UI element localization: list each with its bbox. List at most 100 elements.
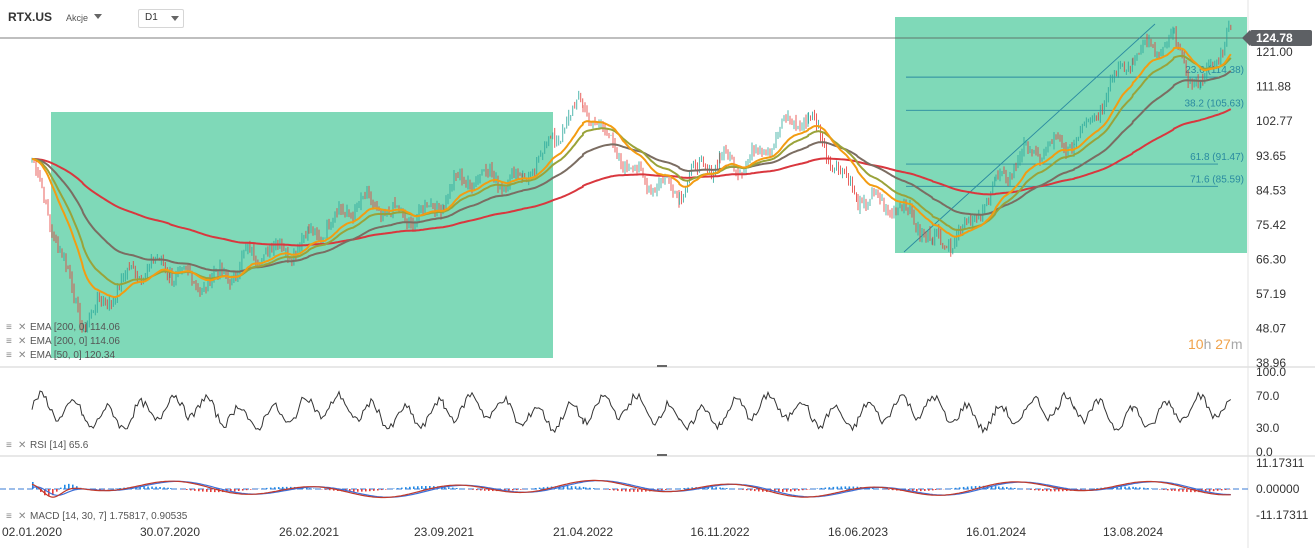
trend-line bbox=[903, 23, 1156, 253]
macd-bar bbox=[99, 489, 101, 490]
timeframe-select[interactable]: D1 bbox=[138, 9, 184, 28]
rsi-tick-label: 30.0 bbox=[1256, 421, 1280, 435]
macd-bar bbox=[1139, 487, 1141, 489]
macd-bar bbox=[186, 489, 188, 490]
macd-bar bbox=[589, 487, 591, 489]
macd-bar bbox=[448, 487, 450, 489]
macd-bar bbox=[1006, 487, 1008, 489]
macd-bar bbox=[429, 486, 431, 489]
macd-bar bbox=[722, 487, 724, 489]
timeframe-dropdown-icon bbox=[171, 16, 179, 21]
macd-bar bbox=[1038, 489, 1040, 491]
macd-bar bbox=[962, 486, 965, 489]
highlight-zone bbox=[895, 17, 1247, 253]
macd-bar bbox=[64, 484, 66, 489]
macd-bar bbox=[593, 488, 595, 489]
macd-bar bbox=[856, 486, 859, 489]
price-tick-label: 84.53 bbox=[1256, 183, 1286, 197]
pane-resize-handle bbox=[657, 365, 667, 367]
macd-bar bbox=[190, 489, 192, 491]
x-tick-label: 16.06.2023 bbox=[828, 525, 888, 539]
close-icon[interactable]: ✕ bbox=[18, 336, 27, 347]
macd-bar bbox=[413, 486, 415, 489]
symbol-dropdown-icon[interactable] bbox=[94, 14, 102, 19]
macd-bar bbox=[762, 489, 764, 492]
menu-icon[interactable]: ≡ bbox=[6, 350, 12, 361]
macd-bar bbox=[237, 489, 240, 492]
legend-ema-3-label: EMA [50, 0] 120.34 bbox=[30, 350, 116, 361]
menu-icon[interactable]: ≡ bbox=[6, 511, 12, 522]
macd-bar bbox=[353, 489, 355, 492]
macd-bar bbox=[958, 487, 961, 489]
macd-bar bbox=[1174, 489, 1176, 491]
x-tick-label: 13.08.2024 bbox=[1103, 525, 1163, 539]
macd-bar bbox=[1124, 486, 1126, 489]
fib-level-label: 61.8 (91.47) bbox=[1190, 152, 1244, 163]
macd-tick-label: 11.17311 bbox=[1256, 456, 1305, 470]
macd-bar bbox=[876, 488, 878, 489]
macd-tick-label: 0.00000 bbox=[1256, 482, 1300, 496]
macd-bar bbox=[397, 488, 399, 489]
macd-bar bbox=[512, 489, 514, 491]
x-tick-label: 21.04.2022 bbox=[553, 525, 613, 539]
macd-bar bbox=[417, 486, 419, 489]
price-tick-label: 93.65 bbox=[1256, 149, 1286, 163]
macd-bar bbox=[970, 486, 973, 489]
macd-bar bbox=[357, 489, 359, 492]
macd-bar bbox=[68, 483, 70, 489]
macd-bar bbox=[888, 489, 890, 490]
macd-bar bbox=[325, 489, 327, 490]
market-type-label: Akcje bbox=[66, 13, 89, 23]
price-tick-label: 38.96 bbox=[1256, 356, 1286, 370]
macd-bar bbox=[520, 489, 522, 490]
x-tick-label: 02.01.2020 bbox=[2, 525, 62, 539]
legend-ema-1[interactable]: ≡ ✕ EMA [200, 0] 114.06 bbox=[6, 322, 120, 333]
macd-bar bbox=[778, 489, 780, 493]
macd-bar bbox=[277, 487, 280, 489]
macd-bar bbox=[828, 487, 831, 489]
macd-bar bbox=[76, 486, 78, 489]
macd-bar bbox=[938, 489, 941, 490]
macd-bar bbox=[202, 489, 204, 492]
macd-bar bbox=[60, 487, 62, 489]
macd-bar bbox=[530, 488, 533, 489]
macd-bar bbox=[40, 489, 42, 492]
macd-bar bbox=[633, 489, 635, 492]
menu-icon[interactable]: ≡ bbox=[6, 336, 12, 347]
candle-timer: 10h 27m bbox=[1188, 336, 1243, 352]
macd-bar bbox=[456, 488, 458, 489]
fib-level-label: 71.6 (85.59) bbox=[1190, 174, 1244, 185]
macd-bar bbox=[119, 488, 121, 489]
x-tick-label: 16.01.2024 bbox=[966, 525, 1026, 539]
macd-bar bbox=[691, 487, 693, 489]
macd-bar bbox=[742, 489, 744, 490]
close-icon[interactable]: ✕ bbox=[18, 322, 27, 333]
macd-tick-label: -11.17311 bbox=[1256, 508, 1309, 522]
menu-icon[interactable]: ≡ bbox=[6, 322, 12, 333]
legend-ema-2[interactable]: ≡ ✕ EMA [200, 0] 114.06 bbox=[6, 336, 120, 347]
macd-bar bbox=[802, 489, 804, 491]
legend-macd[interactable]: ≡ ✕ MACD [14, 30, 7] 1.75817, 0.90535 bbox=[6, 511, 187, 522]
rsi-tick-label: 100.0 bbox=[1256, 365, 1286, 379]
macd-bar bbox=[385, 489, 387, 490]
close-icon[interactable]: ✕ bbox=[18, 440, 27, 451]
macd-bar bbox=[103, 489, 105, 490]
macd-bar bbox=[1014, 487, 1016, 489]
legend-rsi[interactable]: ≡ ✕ RSI [14] 65.6 bbox=[6, 440, 88, 451]
macd-bar bbox=[369, 489, 371, 492]
menu-icon[interactable]: ≡ bbox=[6, 440, 12, 451]
macd-bar bbox=[1216, 489, 1219, 491]
macd-bar bbox=[72, 484, 74, 489]
close-icon[interactable]: ✕ bbox=[18, 350, 27, 361]
macd-bar bbox=[1030, 489, 1032, 490]
macd-bar bbox=[273, 487, 276, 489]
macd-bar bbox=[990, 485, 993, 489]
legend-ema-3[interactable]: ≡ ✕ EMA [50, 0] 120.34 bbox=[6, 350, 115, 361]
symbol-label[interactable]: RTX.US bbox=[8, 10, 53, 24]
rsi-tick-label: 70.0 bbox=[1256, 389, 1280, 403]
macd-bar bbox=[966, 486, 969, 489]
macd-bar bbox=[974, 486, 977, 489]
macd-bar bbox=[1212, 489, 1215, 492]
close-icon[interactable]: ✕ bbox=[18, 511, 27, 522]
